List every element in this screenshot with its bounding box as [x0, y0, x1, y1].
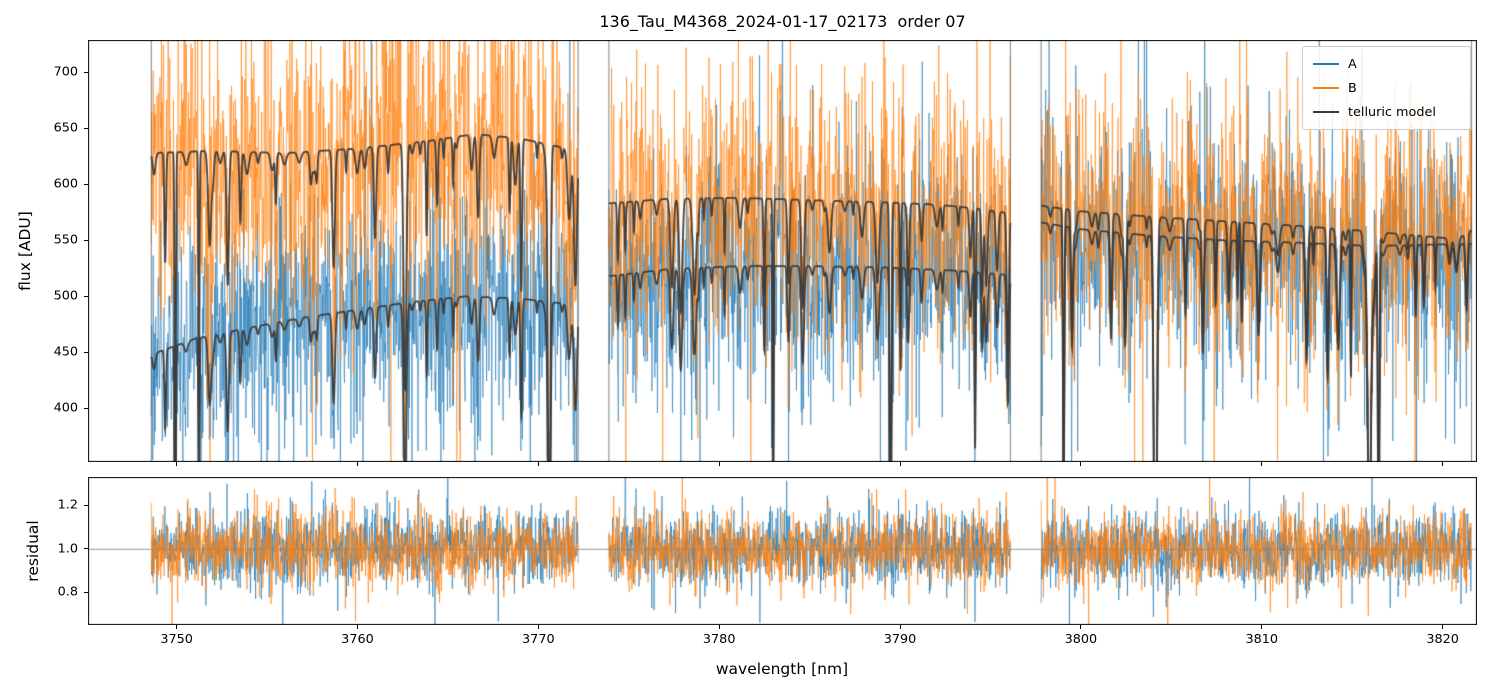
x-tick-mark [1261, 625, 1263, 629]
x-tick-label: 3760 [341, 632, 374, 647]
flux-y-tick-label: 550 [53, 232, 78, 248]
x-tick-label: 3750 [160, 632, 193, 647]
x-tick-mark [899, 625, 901, 629]
flux-y-tick-label: 650 [53, 120, 78, 136]
x-tick-mark-top [899, 462, 901, 466]
x-tick-mark-top [356, 462, 358, 466]
x-tick-mark [1080, 625, 1082, 629]
x-tick-mark [537, 625, 539, 629]
x-tick-label: 3780 [702, 632, 736, 647]
legend-swatch-telluric-icon [1313, 111, 1339, 113]
x-axis-label: wavelength [nm] [715, 660, 849, 678]
flux-y-tick-mark [84, 351, 88, 353]
x-tick-label: 3810 [1245, 632, 1279, 647]
chart-title: 136_Tau_M4368_2024-01-17_02173 order 07 [599, 12, 966, 31]
residual-y-tick-label: 1.2 [57, 497, 78, 513]
residual-y-tick-mark [84, 591, 88, 593]
x-tick-mark-top [1080, 462, 1082, 466]
legend-swatch-b-icon [1313, 87, 1339, 89]
flux-axis-label: flux [ADU] [16, 211, 34, 291]
residual-y-tick-label: 0.8 [57, 584, 78, 600]
flux-y-tick-mark [84, 71, 88, 73]
flux-y-tick-label: 600 [53, 176, 78, 192]
legend-item-telluric-model: telluric model [1313, 103, 1460, 121]
flux-plot-area [88, 40, 1477, 462]
legend-swatch-a-icon [1313, 63, 1339, 65]
x-tick-mark-top [1442, 462, 1444, 466]
x-tick-mark [356, 625, 358, 629]
residual-plot-area [88, 477, 1477, 625]
flux-y-tick-label: 500 [53, 288, 78, 304]
flux-y-tick-mark [84, 183, 88, 185]
x-tick-mark [176, 625, 178, 629]
legend-label-b: B [1348, 80, 1357, 96]
flux-y-tick-mark [84, 295, 88, 297]
flux-y-tick-label: 700 [53, 64, 78, 80]
flux-y-tick-label: 450 [53, 344, 78, 360]
legend-label-telluric-model: telluric model [1348, 104, 1436, 120]
x-tick-mark [1442, 625, 1444, 629]
residual-plot-canvas [88, 477, 1477, 625]
x-tick-label: 3770 [522, 632, 555, 647]
flux-y-tick-label: 400 [53, 400, 78, 416]
x-tick-label: 3820 [1426, 632, 1459, 647]
x-tick-mark [718, 625, 720, 629]
x-tick-mark-top [1261, 462, 1263, 466]
x-tick-label: 3800 [1064, 632, 1098, 647]
flux-y-tick-mark [84, 239, 88, 241]
x-tick-mark-top [718, 462, 720, 466]
legend: A B telluric model [1302, 46, 1471, 130]
x-tick-label: 3790 [883, 632, 917, 647]
flux-plot-canvas [88, 40, 1477, 462]
flux-y-tick-mark [84, 407, 88, 409]
legend-item-a: A [1313, 55, 1460, 73]
residual-y-tick-mark [84, 548, 88, 550]
x-tick-mark-top [176, 462, 178, 466]
legend-label-a: A [1348, 56, 1357, 72]
x-tick-mark-top [537, 462, 539, 466]
flux-y-tick-mark [84, 127, 88, 129]
residual-y-tick-mark [84, 504, 88, 506]
residual-y-tick-label: 1.0 [57, 541, 78, 557]
legend-item-b: B [1313, 79, 1460, 97]
